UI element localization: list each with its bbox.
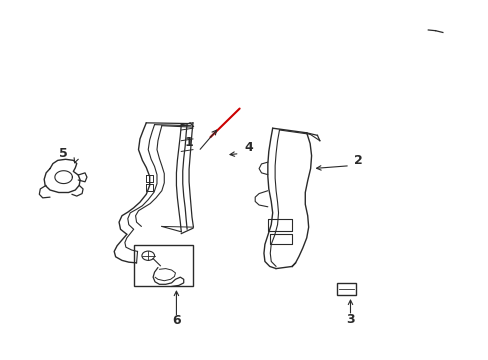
Text: 6: 6: [172, 314, 181, 327]
Text: 2: 2: [354, 154, 363, 167]
Bar: [336, 283, 356, 296]
Text: 4: 4: [244, 141, 252, 154]
Text: 1: 1: [184, 136, 193, 149]
Text: 5: 5: [59, 147, 68, 160]
Bar: [133, 245, 193, 286]
Text: 3: 3: [346, 313, 354, 326]
